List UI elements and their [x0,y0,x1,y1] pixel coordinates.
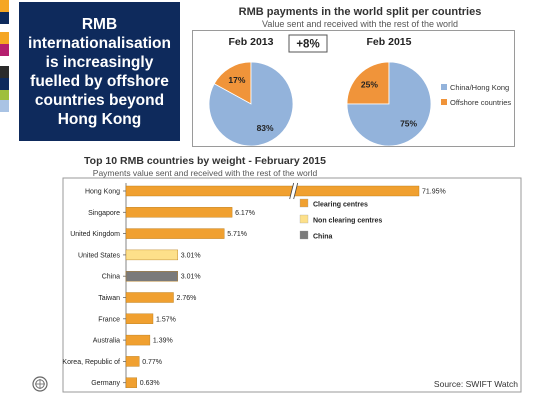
bar-section-header: Top 10 RMB countries by weight - Februar… [60,155,350,178]
bar-row: Germany 0.63% [91,377,160,388]
legend-label: China/Hong Kong [450,83,509,92]
category-label: United Kingdom [70,231,120,238]
pie-chart-1: Feb 2013 17% 83% [208,36,294,147]
bar [125,377,138,388]
category-label: Korea, Republic of [62,359,120,366]
growth-box [288,34,328,53]
bar-row: Hong Kong 71.95% [85,182,446,200]
pie-title: Feb 2013 [229,36,274,48]
bar [125,292,174,303]
growth-label: +8% [296,39,319,51]
pie-chart-2: Feb 2015 25% 75% [346,36,432,147]
headline-text: RMB internationalisation is increasingly… [28,15,171,128]
pie-slice-label: 17% [228,75,245,85]
bar-chart-frame [62,177,522,393]
pie-charts-svg: +8% Feb 2013 17% 83% Feb 2015 25% 75% China/Ho… [208,34,511,147]
pie-slice-offshore [346,61,390,105]
pie-slice-label: 25% [361,79,378,89]
legend-label: China [313,234,333,241]
legend-swatch [299,198,309,208]
axis-break-gap [289,183,298,199]
category-label: Singapore [88,210,120,217]
axis-break-mark [293,182,299,200]
bar-chart-title: Top 10 RMB countries by weight - Februar… [84,155,326,167]
category-label: Taiwan [98,295,120,302]
bar-row: France 1.57% [98,313,176,324]
bar-legend: Clearing centres Non clearing centres Chin… [299,198,382,241]
bar-value-label: 1.39% [153,338,173,345]
bar-row: United Kingdom 5.71% [70,228,247,239]
pie-slice-china-hong-kong [208,61,294,147]
bar-value-label: 3.01% [181,252,201,259]
bar [125,356,140,367]
bar-value-label: 71.95% [422,189,446,196]
legend-swatch [299,230,309,240]
headline-banner: RMB internationalisation is increasingly… [19,2,180,141]
decorative-color-stripe [0,0,9,112]
legend-swatch [299,214,309,224]
bar [125,249,178,261]
swift-logo-icon [32,376,48,392]
legend-swatch [441,99,447,105]
category-label: United States [78,252,121,259]
bar-value-label: 0.77% [142,359,162,366]
bar-value-label: 5.71% [227,231,247,238]
pie-slice-china-hong-kong [346,61,432,147]
category-label: Australia [93,338,120,345]
bar-row: United States 3.01% [78,249,201,261]
source-note: Source: SWIFT Watch [433,379,518,389]
legend-label: Non clearing centres [313,218,382,225]
pie-chart-panel: +8% Feb 2013 17% 83% Feb 2015 25% 75% China/Ho… [192,30,515,147]
bar [125,185,420,197]
bar [125,334,151,346]
bar-chart-subtitle: Payments value sent and received with th… [92,168,318,178]
bar-row: Australia 1.39% [93,334,173,346]
pie-slice-offshore [213,61,252,105]
category-label: France [98,316,120,323]
bar-row: China 3.01% [102,271,201,282]
bar-row: Korea, Republic of 0.77% [62,356,162,367]
pie-section-subtitle: Value sent and received with the rest of… [262,19,458,29]
bar [125,271,178,282]
bar-value-label: 1.57% [156,316,176,323]
axis-break-mark [289,182,295,200]
legend-label: Offshore countries [450,98,511,107]
pie-title: Feb 2015 [367,36,412,48]
bar [125,313,154,324]
pie-slice-label: 75% [400,119,417,129]
bar-value-label: 0.63% [140,380,160,387]
category-label: China [102,274,120,281]
pie-section-title: RMB payments in the world split per coun… [238,6,482,18]
pie-slice-label: 83% [257,123,274,133]
pie-section-header: RMB payments in the world split per coun… [190,6,530,29]
bar-value-label: 2.76% [177,295,197,302]
legend-swatch [441,84,447,90]
bar-value-label: 3.01% [181,274,201,281]
bar-row: Singapore 6.17% [88,207,255,218]
category-label: Hong Kong [85,189,120,196]
category-label: Germany [91,380,120,387]
bar-value-label: 6.17% [235,210,255,217]
bar [125,228,225,239]
bar-row: Taiwan 2.76% [98,292,197,303]
legend-label: Clearing centres [313,202,368,209]
pie-legend: China/Hong Kong Offshore countries [441,83,511,107]
bar [125,207,233,218]
